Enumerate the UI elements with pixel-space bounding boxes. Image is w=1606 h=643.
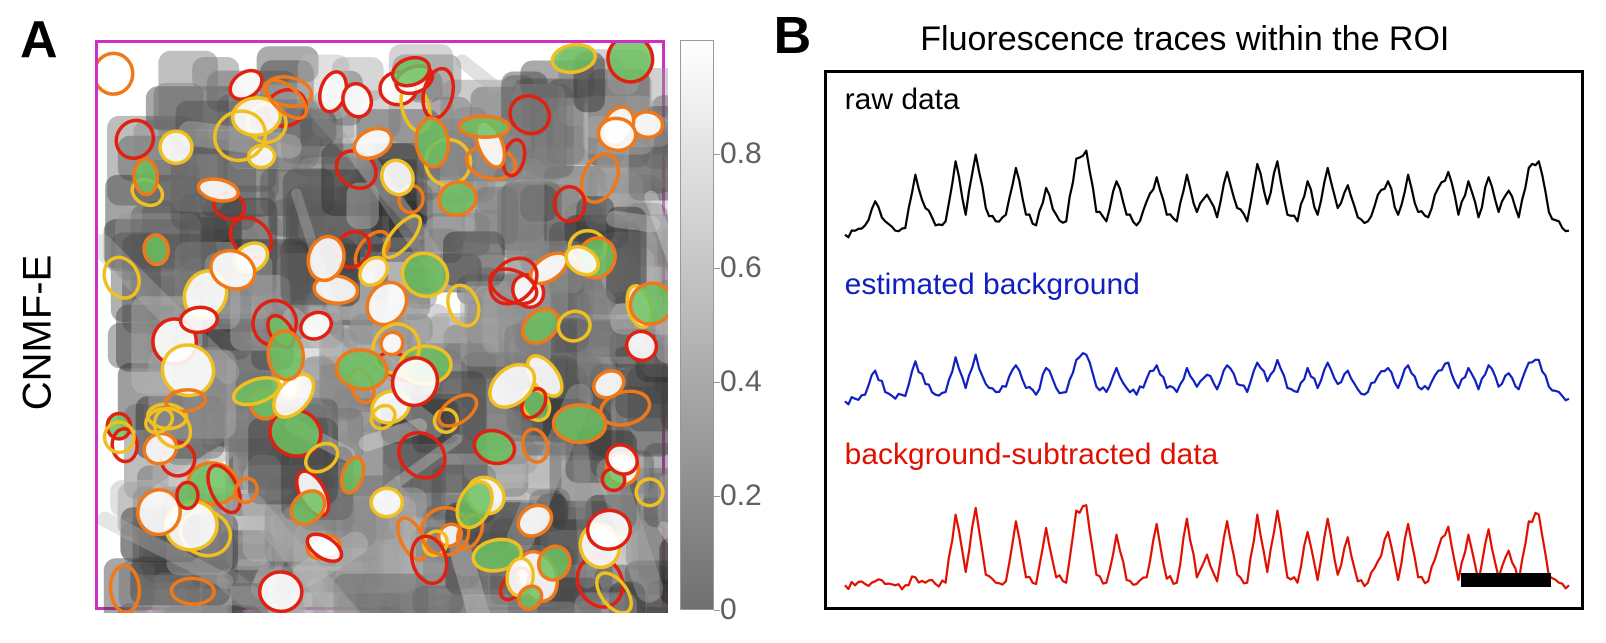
trace-label-sub: background-subtracted data xyxy=(845,438,1219,472)
panel-a-label: A xyxy=(20,10,58,70)
cnmfe-svg xyxy=(98,43,668,613)
cnmfe-image xyxy=(95,40,665,610)
trace-label-raw: raw data xyxy=(845,83,960,117)
colorbar: 00.20.40.60.8 xyxy=(680,40,714,610)
traces-box: raw data estimated background background… xyxy=(824,70,1584,610)
traces-svg xyxy=(827,73,1587,613)
scale-bar xyxy=(1461,573,1551,587)
colorbar-gradient xyxy=(680,40,714,610)
panel-a: A CNMF-E 00.20.40.60.8 xyxy=(20,10,764,630)
panel-a-ylabel: CNMF-E xyxy=(15,255,60,411)
panel-b-title: Fluorescence traces within the ROI xyxy=(784,20,1586,59)
trace-label-bg: estimated background xyxy=(845,268,1140,302)
panel-b: B Fluorescence traces within the ROI raw… xyxy=(784,10,1586,630)
figure-container: A CNMF-E 00.20.40.60.8 B Fluorescence tr… xyxy=(0,0,1606,643)
